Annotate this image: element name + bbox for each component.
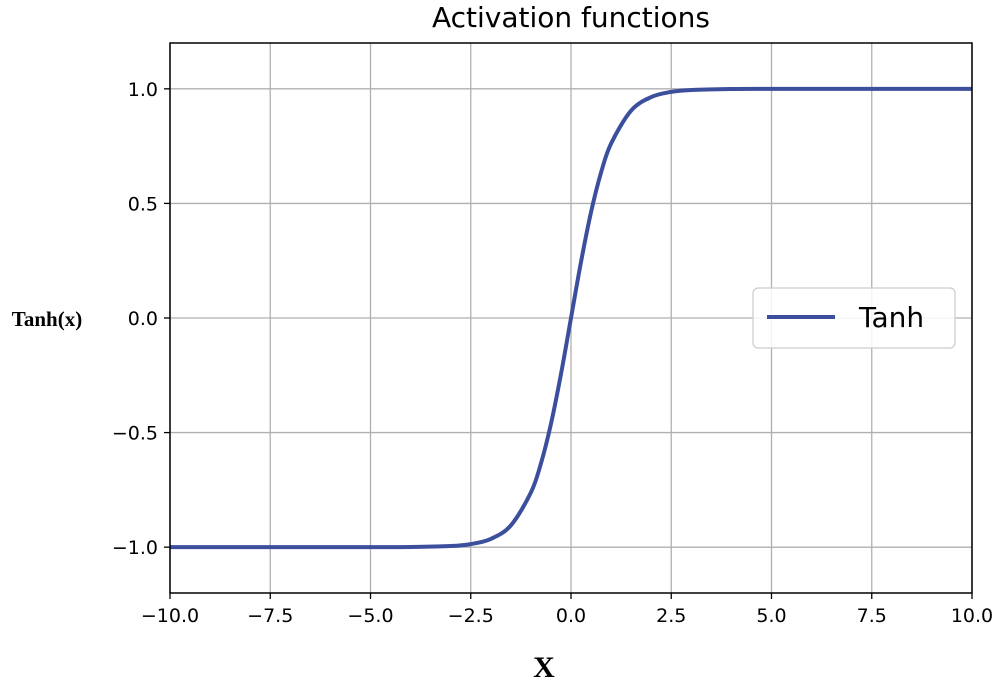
legend-label-tanh: Tanh bbox=[858, 301, 924, 334]
x-tick-label: 2.5 bbox=[656, 605, 686, 627]
x-axis-ticks: −10.0 −7.5 −5.0 −2.5 0.0 2.5 5.0 7.5 10.0 bbox=[141, 593, 993, 627]
x-axis-label: X bbox=[533, 651, 555, 682]
chart-title: Activation functions bbox=[432, 1, 710, 34]
x-tick-label: 10.0 bbox=[951, 605, 993, 627]
x-tick-label: 0.0 bbox=[556, 605, 586, 627]
legend: Tanh bbox=[752, 287, 956, 349]
y-tick-label: 1.0 bbox=[128, 79, 158, 101]
y-tick-label: −1.0 bbox=[112, 537, 158, 559]
y-tick-label: 0.5 bbox=[128, 193, 158, 215]
y-axis-label: Tanh(x) bbox=[12, 307, 82, 331]
x-tick-label: 7.5 bbox=[857, 605, 887, 627]
x-tick-label: 5.0 bbox=[756, 605, 786, 627]
legend-box bbox=[752, 287, 956, 349]
y-tick-label: 0.0 bbox=[128, 308, 158, 330]
series-lines bbox=[170, 86, 972, 550]
x-tick-label: −10.0 bbox=[141, 605, 199, 627]
y-tick-label: −0.5 bbox=[112, 423, 158, 445]
series-line-tanh bbox=[170, 86, 972, 550]
y-axis-ticks: −1.0 −0.5 0.0 0.5 1.0 bbox=[112, 79, 170, 559]
x-tick-label: −7.5 bbox=[247, 605, 293, 627]
x-tick-label: −5.0 bbox=[347, 605, 393, 627]
x-tick-label: −2.5 bbox=[448, 605, 494, 627]
